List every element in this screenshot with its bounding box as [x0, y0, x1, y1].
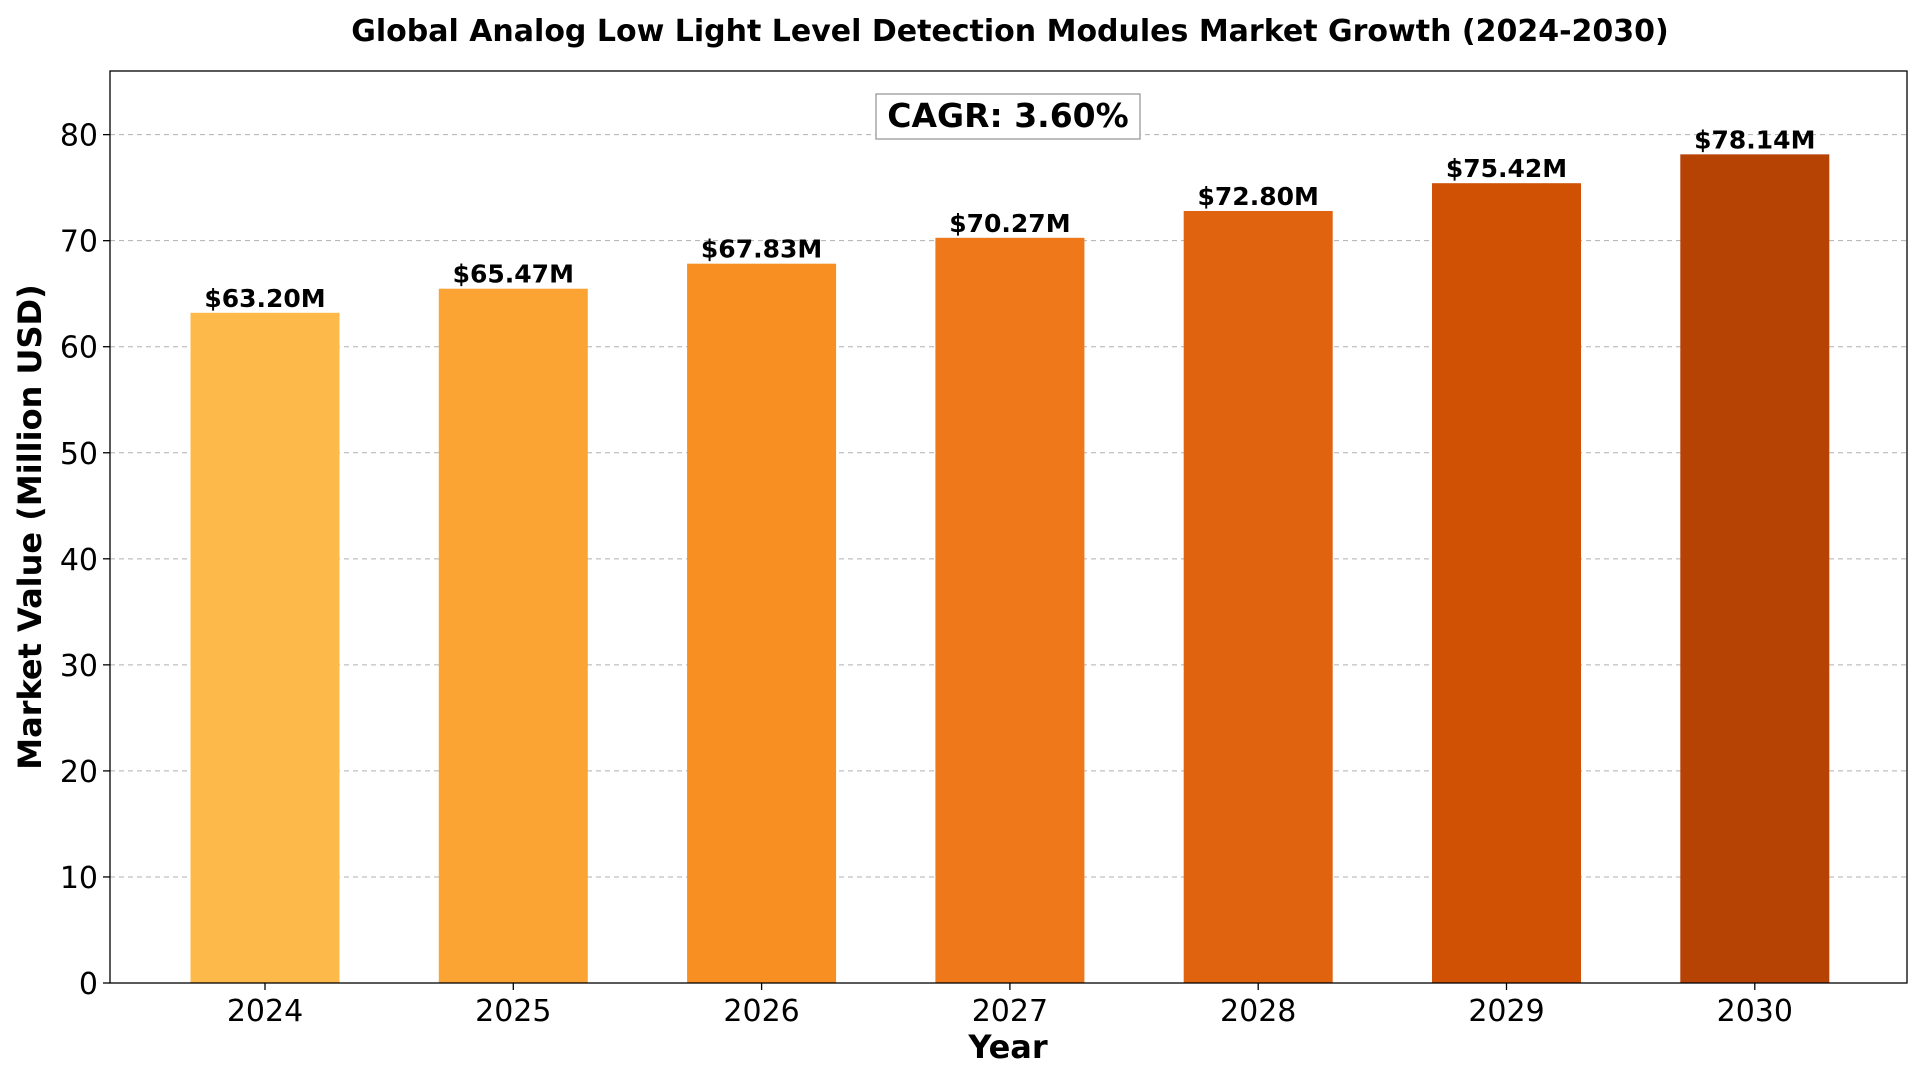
- y-tick-label: 30: [60, 649, 98, 684]
- y-tick-label: 10: [60, 861, 98, 896]
- cagr-box: [875, 93, 1141, 140]
- x-tick-label: 2027: [972, 994, 1048, 1029]
- bar-2028: [1183, 210, 1333, 984]
- y-tick-label: 0: [79, 967, 98, 1002]
- x-tick-label: 2030: [1717, 994, 1793, 1029]
- data-label-2028: $72.80M: [1198, 182, 1319, 211]
- gridlines: [110, 134, 1907, 878]
- data-labels: $63.20M $65.47M $67.83M $70.27M $72.80M $75.4…: [204, 125, 1815, 312]
- x-axis-label: Year: [967, 1028, 1048, 1066]
- x-tick-label: 2028: [1220, 994, 1296, 1029]
- y-tick-label: 20: [60, 755, 98, 790]
- x-tick-label: 2026: [723, 994, 799, 1029]
- x-tick-label: 2025: [475, 994, 551, 1029]
- data-label-2030: $78.14M: [1694, 125, 1815, 154]
- y-tick-label: 60: [60, 331, 98, 366]
- x-tick-label: 2024: [227, 994, 303, 1029]
- plot-frame: [109, 70, 1908, 984]
- bar-2030: [1680, 154, 1830, 984]
- bar-2024: [190, 312, 340, 984]
- x-axis-ticks: 2024 2025 2026 2027 2028 2029 2030: [227, 983, 1793, 1029]
- y-tick-label: 50: [60, 437, 98, 472]
- cagr-label: CAGR: 3.60%: [887, 96, 1128, 135]
- y-axis-ticks: 0 10 20 30 40 50 60 70 80: [60, 119, 110, 1002]
- y-tick-label: 70: [60, 225, 98, 260]
- y-tick-label: 40: [60, 543, 98, 578]
- data-label-2024: $63.20M: [204, 284, 325, 313]
- chart-title: Global Analog Low Light Level Detection …: [351, 14, 1669, 49]
- y-tick-label: 80: [60, 119, 98, 154]
- x-tick-label: 2029: [1468, 994, 1544, 1029]
- data-label-2025: $65.47M: [453, 260, 574, 289]
- bars: [190, 154, 1830, 984]
- bar-2026: [687, 263, 837, 983]
- y-axis-label: Market Value (Million USD): [11, 284, 49, 769]
- data-label-2026: $67.83M: [701, 235, 822, 264]
- data-label-2029: $75.42M: [1446, 154, 1567, 183]
- bar-2029: [1432, 183, 1581, 983]
- bar-2027: [935, 237, 1085, 983]
- cagr-annotation: CAGR: 3.60%: [875, 93, 1141, 140]
- bar-2025: [438, 288, 588, 983]
- data-label-2027: $70.27M: [949, 209, 1070, 238]
